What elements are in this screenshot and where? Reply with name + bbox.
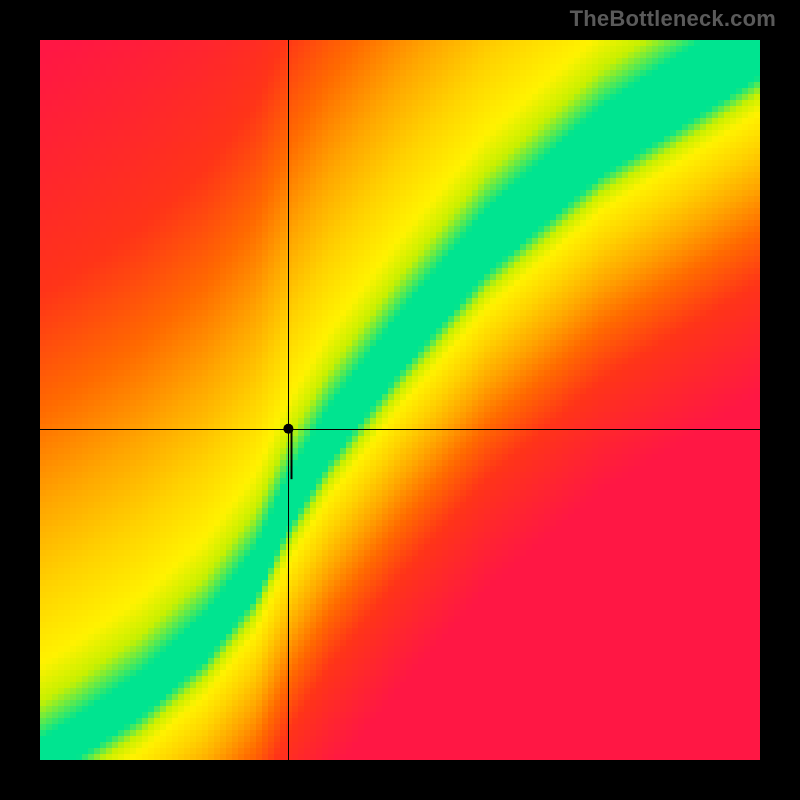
watermark-text: TheBottleneck.com [570,6,776,32]
bottleneck-heatmap [40,40,760,760]
heatmap-canvas [40,40,760,760]
